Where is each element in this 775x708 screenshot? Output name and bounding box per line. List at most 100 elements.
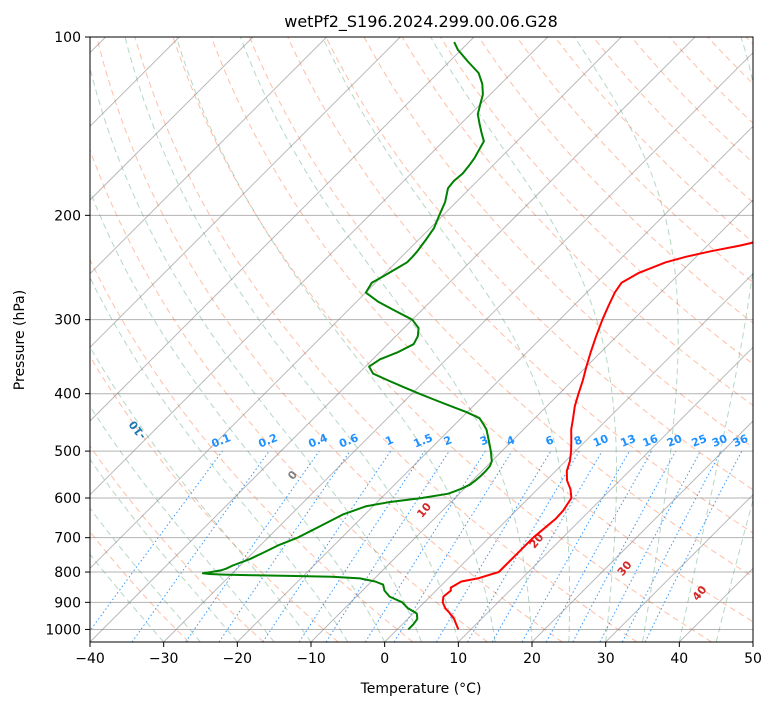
y-tick-label: 1000 xyxy=(45,622,81,638)
mixing-ratio-label: 30 xyxy=(710,432,729,450)
moist-adiabat xyxy=(90,405,275,642)
line-labels: -100-90-80-70-60-50-40-30-20-10010203040… xyxy=(126,418,750,604)
isotherm xyxy=(90,37,696,642)
isotherm xyxy=(236,125,753,642)
x-tick-label: −20 xyxy=(223,651,253,667)
moist-adiabat xyxy=(678,37,753,642)
dry-adiabat xyxy=(287,37,753,534)
dry-adiabat xyxy=(90,445,264,642)
isotherm xyxy=(457,346,753,642)
mixing-ratio-line xyxy=(572,450,677,642)
moist-adiabat xyxy=(90,276,349,642)
isotherm xyxy=(90,37,622,570)
x-tick-label: 40 xyxy=(670,651,688,667)
dry-adiabat xyxy=(592,37,753,204)
dry-adiabat xyxy=(210,37,753,623)
x-tick-label: −40 xyxy=(75,651,105,667)
moist-adiabat xyxy=(239,37,533,642)
x-tick-label: 30 xyxy=(597,651,615,667)
mixing-ratio-line xyxy=(364,450,486,642)
y-tick-label: 500 xyxy=(54,444,81,460)
mixing-ratio-label: 13 xyxy=(619,432,638,450)
mixing-ratio-label: 20 xyxy=(665,432,684,450)
x-axis: −40 −30 −20 −10 0 10 20 30 40 50 xyxy=(75,642,762,667)
moist-adiabat xyxy=(124,37,459,642)
chart-title: wetPf2_S196.2024.299.00.06.G28 xyxy=(284,12,558,32)
mixing-ratio-label: 2 xyxy=(442,433,454,448)
mixing-ratio-label: 25 xyxy=(690,432,709,450)
mixing-ratio-label: 36 xyxy=(731,432,750,450)
isotherm xyxy=(90,37,475,422)
plot-frame xyxy=(89,36,754,643)
dry-adiabat xyxy=(630,37,753,164)
y-tick-label: 800 xyxy=(54,565,81,581)
mixing-ratio-line xyxy=(90,450,223,632)
dry-adiabat xyxy=(516,37,753,283)
mixing-ratio-label: 8 xyxy=(572,433,584,448)
x-tick-label: −10 xyxy=(296,651,326,667)
moist-adiabat xyxy=(715,498,753,642)
isotherm xyxy=(310,199,753,642)
dry-adiabat xyxy=(401,37,753,406)
mixing-ratio-lines xyxy=(90,450,743,642)
sounding-profiles xyxy=(201,41,753,631)
dry-adiabat xyxy=(478,37,753,324)
moist-adiabat xyxy=(175,37,496,642)
moist-adiabat xyxy=(430,37,617,642)
isotherm xyxy=(531,420,753,642)
moist-adiabat xyxy=(574,37,679,642)
temperature-profile xyxy=(441,241,753,630)
x-tick-label: 20 xyxy=(523,651,541,667)
dry-adiabat xyxy=(134,37,638,642)
isotherm xyxy=(90,37,254,201)
y-tick-label: 400 xyxy=(54,387,81,403)
dry-adiabat xyxy=(363,37,753,448)
isotherm xyxy=(90,37,401,349)
moist-adiabat xyxy=(90,553,165,642)
moist-adiabat xyxy=(322,37,571,642)
x-axis-title: Temperature (°C) xyxy=(360,681,482,697)
mixing-ratio-line xyxy=(325,450,450,642)
x-tick-label: −30 xyxy=(149,651,179,667)
moist-adiabat xyxy=(90,507,201,642)
isotherm xyxy=(605,493,753,642)
moist-adiabats xyxy=(90,37,753,642)
background-lines xyxy=(90,37,753,642)
y-tick-label: 300 xyxy=(54,313,81,329)
y-tick-label: 100 xyxy=(54,30,81,46)
mixing-ratio-line xyxy=(521,450,630,642)
mixing-ratio-label: 1 xyxy=(383,433,395,448)
x-tick-label: 0 xyxy=(380,651,389,667)
mixing-ratio-label: 3 xyxy=(478,433,490,448)
dry-adiabat xyxy=(96,37,563,642)
isotherms xyxy=(90,37,753,642)
x-tick-label: 50 xyxy=(744,651,762,667)
isotherm xyxy=(163,51,753,642)
isotherm xyxy=(384,272,753,642)
mixing-ratio-line xyxy=(467,450,580,642)
moist-adiabat xyxy=(90,65,422,642)
dewpoint-profile xyxy=(201,41,493,631)
isotherm xyxy=(90,37,549,496)
mixing-ratio-line xyxy=(435,450,552,642)
dry-adiabat xyxy=(325,37,753,491)
y-axis: 100 200 300 400 500 600 700 800 900 1000 xyxy=(45,30,90,638)
mixing-ratio-line xyxy=(131,450,270,642)
mixing-ratio-line xyxy=(185,450,320,642)
y-axis-title: Pressure (hPa) xyxy=(12,290,28,390)
mixing-ratio-label: 10 xyxy=(591,432,610,450)
x-tick-label: 10 xyxy=(449,651,467,667)
mixing-ratio-line xyxy=(393,450,513,642)
moist-adiabat xyxy=(90,458,238,642)
dry-adiabat xyxy=(172,37,712,642)
mixing-ratio-line xyxy=(218,450,351,642)
y-tick-label: 600 xyxy=(54,491,81,507)
y-tick-label: 200 xyxy=(54,208,81,224)
moist-adiabat xyxy=(90,189,386,642)
y-tick-label: 700 xyxy=(54,531,81,547)
mixing-ratio-label: 16 xyxy=(641,432,660,450)
y-tick-label: 900 xyxy=(54,595,81,611)
mixing-ratio-line xyxy=(491,450,603,642)
